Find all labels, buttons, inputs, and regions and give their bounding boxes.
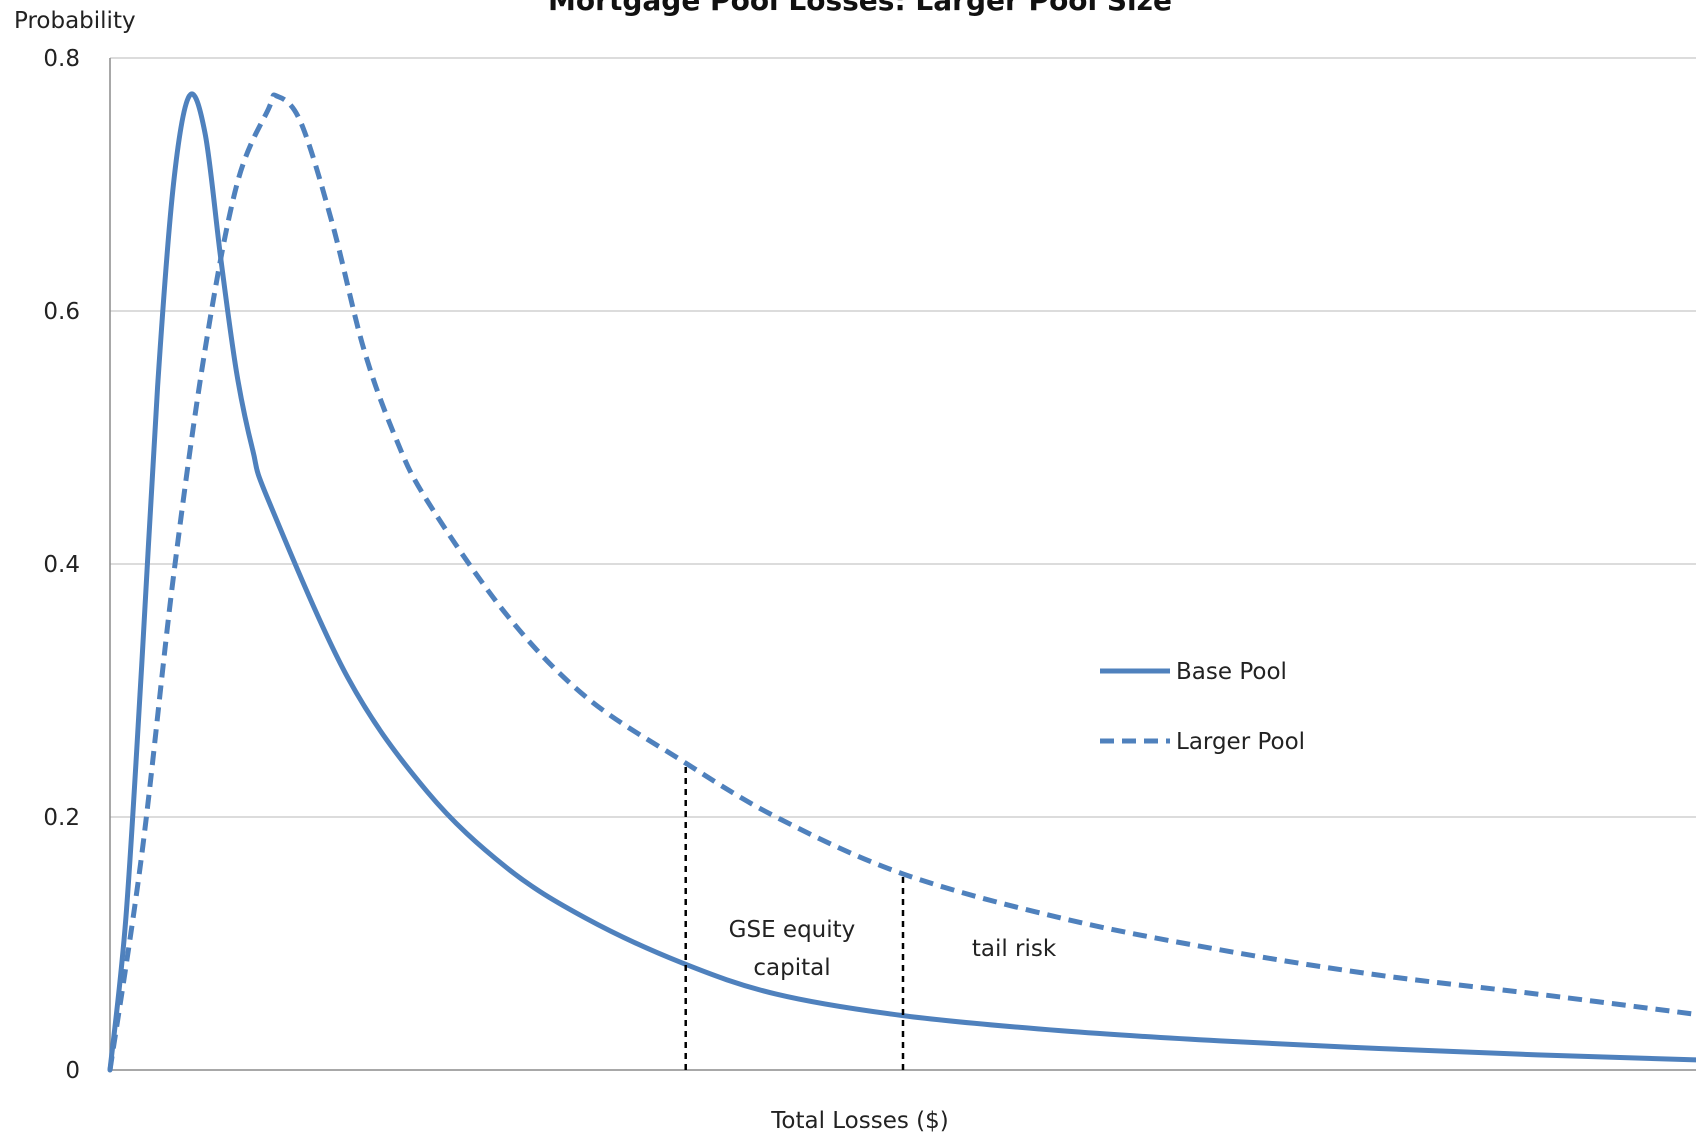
y-tick-label: 0 (65, 1058, 80, 1084)
axes: 0 0.2 0.4 0.6 0.8 (43, 46, 1696, 1084)
x-axis-label: Total Losses ($) (770, 1108, 949, 1134)
annotation-line: GSE equity (729, 917, 856, 943)
y-axis-label: Probability (14, 8, 136, 34)
grid-lines (110, 57, 1696, 818)
y-tick-label: 0.2 (43, 805, 80, 831)
annotation-line: capital (753, 955, 830, 981)
y-tick-label: 0.4 (43, 552, 80, 578)
series-line-larger-pool (107, 92, 1696, 1071)
chart-title: Mortgage Pool Losses: Larger Pool Size (548, 0, 1172, 17)
y-tick-label: 0.6 (43, 299, 80, 325)
annotation-line: tail risk (972, 936, 1057, 962)
annotation: tail risk (972, 936, 1057, 962)
chart-labels: Mortgage Pool Losses: Larger Pool Size P… (14, 0, 1172, 1134)
series-line-base-pool (107, 91, 1696, 1073)
legend-label: Base Pool (1176, 659, 1287, 685)
annotations: GSE equity capital tail risk (729, 917, 1057, 981)
y-tick-label: 0.8 (43, 46, 80, 72)
legend: Base Pool Larger Pool (1100, 659, 1305, 755)
series-lines (107, 91, 1696, 1073)
annotation: GSE equity capital (729, 917, 856, 981)
vertical-markers (684, 762, 905, 1070)
legend-label: Larger Pool (1176, 729, 1305, 755)
